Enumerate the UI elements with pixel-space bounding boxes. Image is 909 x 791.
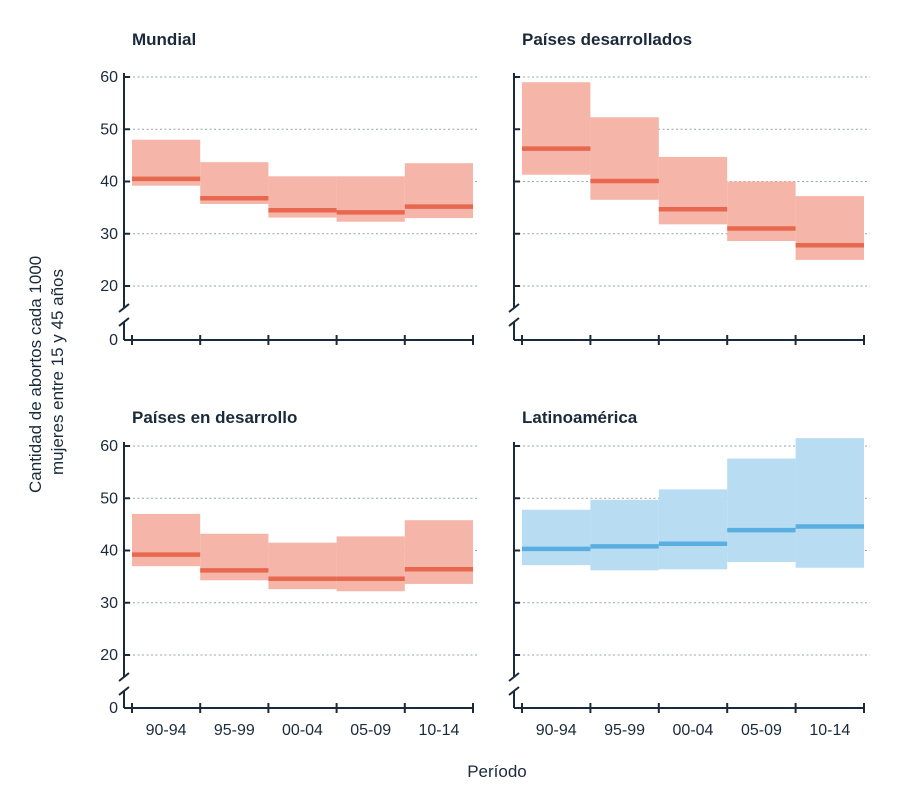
axis-break-mark — [118, 686, 130, 696]
x-tick-label: 10-14 — [809, 722, 850, 739]
range-band — [336, 536, 405, 592]
range-band — [200, 533, 269, 581]
axis-break-mark — [118, 672, 130, 682]
y-tick-label: 60 — [100, 438, 118, 455]
panel-title: Latinoamérica — [522, 408, 638, 427]
y-axis-title-line-2: mujeres entre 15 y 45 años — [48, 269, 67, 475]
range-band — [727, 181, 796, 242]
range-band — [590, 499, 659, 571]
y-tick-label: 30 — [100, 595, 118, 612]
panels-root: Mundial 0 20 30 40 50 60 Países desarrollados Pa… — [100, 30, 870, 739]
panel-title: Mundial — [132, 30, 196, 49]
y-tick-label: 30 — [100, 226, 118, 243]
range-band — [404, 163, 473, 219]
range-band — [658, 156, 728, 225]
range-band — [268, 542, 337, 590]
range-band — [132, 513, 201, 567]
x-tick-label: 95-99 — [214, 722, 255, 739]
y-tick-label: 0 — [109, 332, 118, 349]
y-tick-label: 20 — [100, 278, 118, 295]
x-tick-label: 05-09 — [350, 722, 391, 739]
y-tick-label: 50 — [100, 490, 118, 507]
axis-break-mark — [118, 303, 130, 313]
panel-2: Países en desarrollo 0 20 30 40 50 60 90-94 95-9… — [100, 408, 479, 739]
y-tick-label: 40 — [100, 543, 118, 560]
axis-break-mark — [508, 686, 520, 696]
panel-1: Países desarrollados — [508, 30, 870, 345]
range-band — [336, 176, 405, 222]
x-tick-label: 95-99 — [604, 722, 645, 739]
range-band — [658, 489, 728, 570]
panel-0: Mundial 0 20 30 40 50 60 — [100, 30, 479, 349]
x-tick-label: 10-14 — [418, 722, 459, 739]
axis-break-mark — [118, 317, 130, 327]
axis-break-mark — [508, 317, 520, 327]
y-tick-label: 20 — [100, 647, 118, 664]
panel-title: Países desarrollados — [522, 30, 692, 49]
range-band — [795, 196, 864, 260]
x-tick-label: 00-04 — [673, 722, 714, 739]
x-tick-label: 90-94 — [146, 722, 187, 739]
range-band — [404, 520, 473, 584]
y-tick-label: 60 — [100, 69, 118, 86]
axis-break-mark — [508, 672, 520, 682]
y-axis-title: Cantidad de abortos cada 1000 mujeres en… — [26, 251, 67, 493]
x-axis-title: Período — [467, 762, 527, 781]
y-axis-title-line-1: Cantidad de abortos cada 1000 — [26, 256, 45, 493]
panel-title: Países en desarrollo — [132, 408, 297, 427]
panel-3: Latinoamérica 90-94 95-99 00-04 05-09 10-14 — [508, 408, 870, 739]
range-band — [727, 458, 796, 562]
range-band — [590, 117, 659, 200]
range-band — [522, 509, 591, 566]
range-band — [522, 82, 591, 175]
y-tick-label: 50 — [100, 121, 118, 138]
y-tick-label: 0 — [109, 700, 118, 717]
x-tick-label: 00-04 — [282, 722, 323, 739]
x-tick-label: 90-94 — [536, 722, 577, 739]
y-tick-label: 40 — [100, 174, 118, 191]
range-band — [795, 438, 864, 568]
axis-break-mark — [508, 303, 520, 313]
x-tick-label: 05-09 — [741, 722, 782, 739]
